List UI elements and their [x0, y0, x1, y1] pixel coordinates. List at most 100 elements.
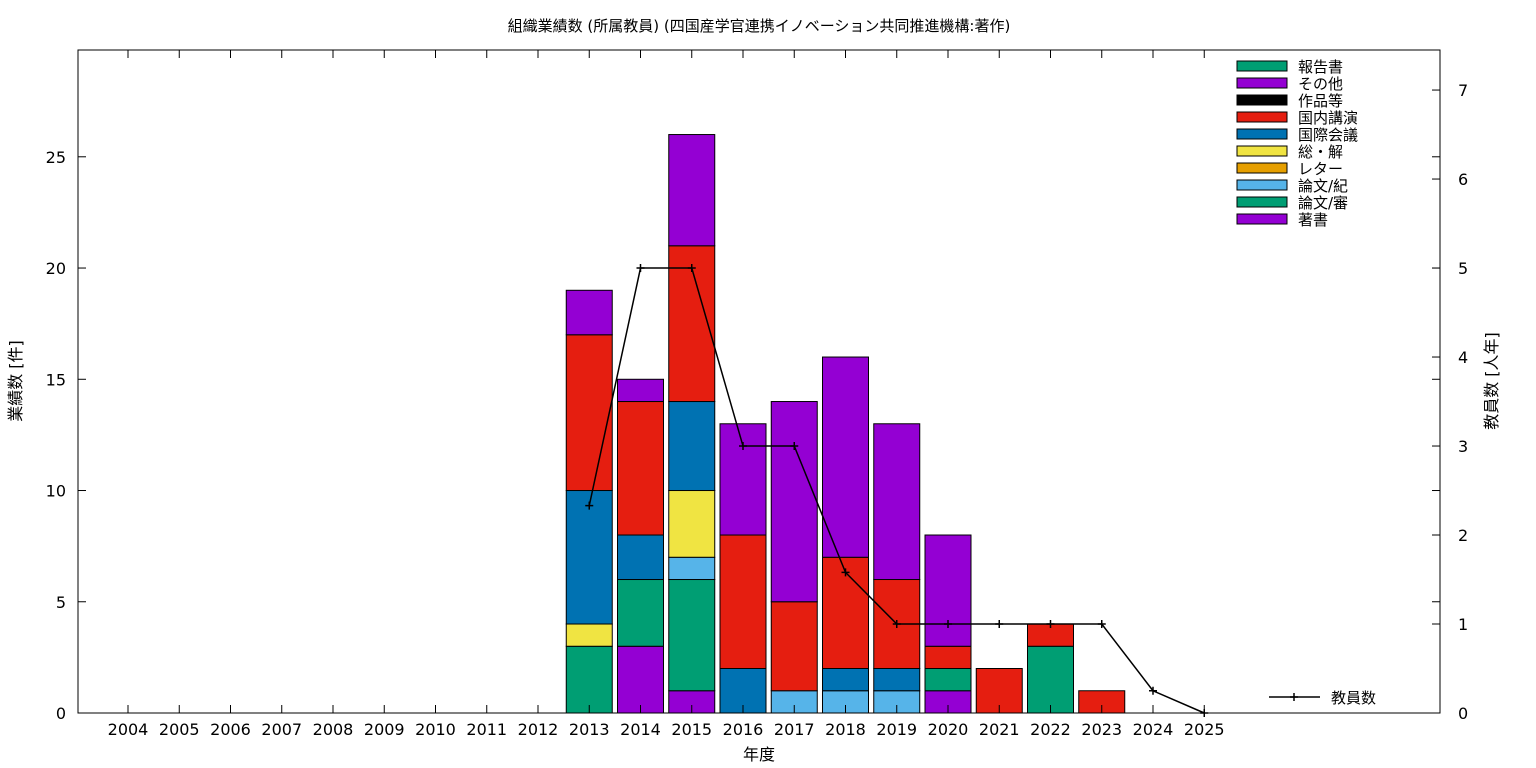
- x-tick-label: 2025: [1184, 720, 1225, 739]
- legend-label: 作品等: [1298, 92, 1343, 110]
- y2-axis: 0 1 2 3 4 5 6 7: [1432, 81, 1468, 723]
- bar-segment: [924, 534, 972, 647]
- bar-segment: [668, 490, 716, 558]
- y-tick-label: 10: [46, 482, 66, 501]
- legend-label: 国内講演: [1298, 109, 1358, 127]
- x-tick-label: 2005: [159, 720, 200, 739]
- chart-title: 組織業績数 (所属教員) (四国産学官連携イノベーション共同推進機構:著作): [508, 17, 1011, 35]
- x-tick-label: 2010: [415, 720, 456, 739]
- bar-segment: [668, 556, 716, 581]
- legend-label: 論文/審: [1298, 194, 1348, 212]
- legend-swatch: [1236, 179, 1288, 191]
- legend-label: その他: [1298, 75, 1343, 93]
- x-tick-label: 2006: [210, 720, 251, 739]
- bar-segment: [873, 668, 921, 692]
- bar-segment: [617, 579, 664, 647]
- line-point: [636, 264, 645, 273]
- y2-tick-label: 1: [1458, 615, 1468, 634]
- y-axis-title: 業績数 [件]: [6, 340, 25, 422]
- x-axis-title: 年度: [743, 745, 775, 764]
- y-axis: 0 5 10 15 20 25: [46, 148, 1440, 723]
- x-tick-label: 2014: [620, 720, 661, 739]
- bar-segment: [617, 645, 664, 714]
- bar-segment: [770, 601, 818, 692]
- legend-swatch: [1236, 111, 1288, 123]
- bar-segment: [565, 645, 613, 714]
- y2-axis-title: 教員数 [人年]: [1482, 332, 1501, 430]
- line-point: [585, 501, 594, 510]
- y2-tick-label: 7: [1458, 81, 1468, 100]
- plot-bars: [565, 134, 1126, 714]
- y2-tick-label: 3: [1458, 437, 1468, 456]
- x-tick-label: 2020: [928, 720, 969, 739]
- line-point: [790, 442, 799, 451]
- bar-segment: [719, 423, 767, 536]
- y-tick-label: 0: [56, 704, 66, 723]
- bar-segment: [565, 490, 613, 625]
- line-point: [1149, 686, 1157, 695]
- bar-segment: [924, 645, 972, 670]
- legend-swatch: [1236, 162, 1288, 174]
- x-tick-label: 2011: [466, 720, 507, 739]
- legend-label: 総・解: [1298, 143, 1343, 161]
- legend-swatch: [1236, 60, 1288, 72]
- bar-segment: [668, 134, 716, 247]
- line-point: [944, 620, 952, 629]
- line-point: [995, 620, 1004, 629]
- y-tick-label: 5: [56, 593, 66, 612]
- bar-segment: [617, 378, 664, 403]
- x-tick-label: 2013: [569, 720, 610, 739]
- bar-segment: [617, 534, 664, 581]
- x-tick-label: 2016: [723, 720, 764, 739]
- y-tick-label: 15: [46, 370, 66, 389]
- x-tick-label: 2015: [671, 720, 712, 739]
- y2-tick-label: 4: [1458, 348, 1468, 367]
- y2-tick-label: 0: [1458, 704, 1468, 723]
- x-tick-label: 2023: [1081, 720, 1122, 739]
- bar-segment: [565, 623, 613, 647]
- bar-segment: [565, 334, 613, 492]
- legend-line-marker: [1290, 693, 1298, 701]
- legend-label: レター: [1298, 160, 1343, 178]
- x-axis: 2004 2005 2006 2007 2008 2009 2010 2011 2012 2013…: [108, 50, 1225, 739]
- x-tick-label: 2007: [261, 720, 302, 739]
- line-point: [687, 264, 696, 273]
- bar-segment: [822, 668, 869, 692]
- bar-segment: [668, 401, 716, 492]
- x-tick-label: 2008: [313, 720, 354, 739]
- x-tick-label: 2019: [876, 720, 917, 739]
- legend-swatch: [1236, 77, 1288, 89]
- legend-swatch: [1236, 196, 1288, 208]
- bar-segment: [668, 579, 716, 692]
- x-tick-label: 2021: [979, 720, 1020, 739]
- legend-swatch: [1236, 213, 1288, 225]
- x-tick-label: 2009: [364, 720, 405, 739]
- legend-label: 国際会議: [1298, 126, 1358, 144]
- bar-segment: [924, 668, 972, 692]
- legend-label: 報告書: [1298, 58, 1343, 76]
- bar-segment: [719, 534, 767, 670]
- line-point: [1046, 620, 1055, 629]
- legend-swatch: [1236, 128, 1288, 140]
- bar-segment: [822, 356, 869, 558]
- y2-tick-label: 2: [1458, 526, 1468, 545]
- legend-swatch: [1236, 145, 1288, 157]
- line-point: [739, 442, 747, 451]
- legend-label: 著書: [1298, 211, 1328, 229]
- y-tick-label: 20: [46, 259, 66, 278]
- x-tick-label: 2004: [108, 720, 149, 739]
- line-point: [841, 568, 850, 577]
- line-point: [892, 620, 901, 629]
- y-tick-label: 25: [46, 148, 66, 167]
- plot-frame: [77, 49, 1441, 714]
- y2-tick-label: 6: [1458, 170, 1468, 189]
- legend-label: 論文/紀: [1298, 177, 1348, 195]
- legend-line-label: 教員数: [1331, 689, 1376, 707]
- y2-tick-label: 5: [1458, 259, 1468, 278]
- bar-segment: [770, 401, 818, 603]
- bar-segment: [873, 423, 921, 581]
- x-tick-label: 2024: [1133, 720, 1174, 739]
- x-tick-label: 2018: [825, 720, 866, 739]
